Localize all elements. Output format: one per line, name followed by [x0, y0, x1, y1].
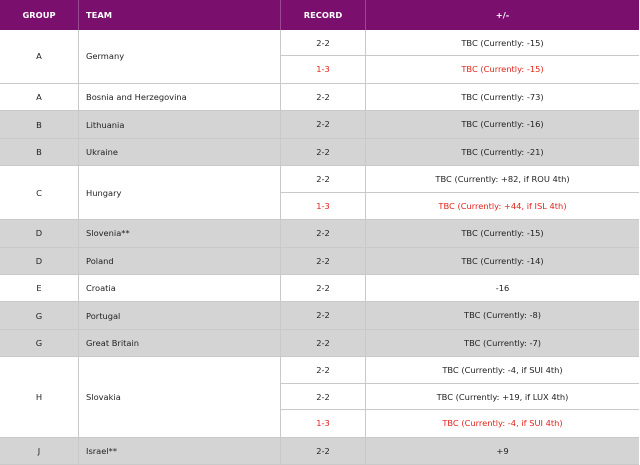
table-row: G Great Britain 2-2 TBC (Currently: -7)	[0, 329, 639, 358]
group-cell: B	[0, 111, 79, 138]
record-cell: 2-2	[281, 384, 365, 411]
record-cell: 2-2	[316, 146, 330, 157]
record-column: 2-2	[281, 220, 366, 247]
group-cell: D	[0, 220, 79, 247]
group-cell: A	[0, 83, 79, 111]
record-column: 2-2	[281, 83, 366, 111]
diff-cell: TBC (Currently: -21)	[461, 146, 544, 157]
diff-cell: TBC (Currently: +44, if ISL 4th)	[438, 200, 567, 211]
header-team: TEAM	[79, 0, 281, 30]
team-cell: Germany	[79, 30, 281, 83]
diff-column: TBC (Currently: -7)	[366, 330, 639, 356]
diff-column: TBC (Currently: +82, if ROU 4th) TBC (Cur…	[366, 166, 639, 219]
table-body: A Germany 2-2 1-3 TBC (Currently: -15) TBC (C…	[0, 30, 639, 465]
team-cell: Slovakia	[79, 357, 281, 437]
diff-column: +9	[366, 438, 639, 464]
record-cell: 2-2	[281, 166, 365, 193]
record-cell: 2-2	[316, 445, 330, 456]
team-cell: Croatia	[79, 274, 281, 302]
team-cell: Bosnia and Herzegovina	[79, 83, 281, 111]
group-cell: H	[0, 357, 79, 437]
diff-column: TBC (Currently: -15)	[366, 220, 639, 246]
team-cell: Hungary	[79, 166, 281, 220]
record-cell: 1-3	[316, 418, 330, 429]
record-column: 2-2	[281, 329, 366, 357]
header-group: GROUP	[0, 0, 79, 30]
group-cell: A	[0, 30, 79, 83]
record-cell: 2-2	[316, 255, 330, 266]
diff-cell: TBC (Currently: -15)	[366, 30, 639, 57]
table-row: H Slovakia 2-2 2-2 1-3 TBC (Currently: -4, if…	[0, 357, 639, 438]
team-cell: Lithuania	[79, 111, 281, 138]
record-cell: 2-2	[316, 119, 330, 130]
diff-column: TBC (Currently: -14)	[366, 248, 639, 274]
diff-cell: TBC (Currently: -4, if SUI 4th)	[366, 357, 639, 384]
table-row: C Hungary 2-2 1-3 TBC (Currently: +82, if RO…	[0, 166, 639, 221]
header-diff: +/-	[495, 10, 510, 20]
table-row: J Israel** 2-2 +9	[0, 437, 639, 465]
diff-cell: TBC (Currently: -14)	[461, 255, 544, 266]
diff-cell: TBC (Currently: -15)	[461, 64, 544, 75]
group-cell: G	[0, 302, 79, 329]
record-cell: 2-2	[281, 357, 365, 384]
diff-cell: +9	[496, 445, 509, 456]
record-column: 2-2	[281, 437, 366, 464]
diff-column: TBC (Currently: -15) TBC (Currently: -15)	[366, 30, 639, 83]
group-cell: B	[0, 138, 79, 166]
diff-cell: TBC (Currently: +19, if LUX 4th)	[366, 384, 639, 411]
table-row: D Poland 2-2 TBC (Currently: -14)	[0, 247, 639, 275]
group-cell: E	[0, 274, 79, 302]
header-record: RECORD	[281, 0, 366, 30]
diff-cell: TBC (Currently: -7)	[464, 337, 541, 348]
diff-cell: TBC (Currently: -73)	[461, 91, 544, 102]
team-cell: Portugal	[79, 302, 281, 329]
record-cell: 2-2	[316, 310, 330, 321]
table-row: G Portugal 2-2 TBC (Currently: -8)	[0, 302, 639, 330]
team-cell: Great Britain	[79, 329, 281, 357]
group-cell: C	[0, 166, 79, 220]
diff-column: TBC (Currently: -73)	[366, 84, 639, 110]
record-cell: 2-2	[316, 91, 330, 102]
record-cell: 2-2	[281, 30, 365, 57]
diff-column: TBC (Currently: -16)	[366, 111, 639, 137]
record-column: 2-2	[281, 111, 366, 138]
record-column: 2-2 1-3	[281, 166, 366, 220]
diff-cell: TBC (Currently: -8)	[464, 310, 541, 321]
record-cell: 2-2	[316, 282, 330, 293]
record-column: 2-2	[281, 274, 366, 302]
team-cell: Poland	[79, 247, 281, 274]
record-column: 2-2 2-2 1-3	[281, 357, 366, 437]
diff-cell: TBC (Currently: -4, if SUI 4th)	[442, 418, 563, 429]
diff-cell: -16	[495, 282, 510, 293]
table-row: D Slovenia** 2-2 TBC (Currently: -15)	[0, 220, 639, 248]
table-row: A Bosnia and Herzegovina 2-2 TBC (Currently…	[0, 83, 639, 112]
record-cell: 1-3	[316, 200, 330, 211]
table-row: B Lithuania 2-2 TBC (Currently: -16)	[0, 111, 639, 139]
record-column: 2-2	[281, 302, 366, 329]
record-column: 2-2	[281, 138, 366, 166]
diff-column: TBC (Currently: -4, if SUI 4th) TBC (Curr…	[366, 357, 639, 436]
record-column: 2-2 1-3	[281, 30, 366, 83]
table-header: GROUP TEAM RECORD +/-	[0, 0, 639, 30]
team-cell: Ukraine	[79, 138, 281, 166]
group-cell: D	[0, 247, 79, 274]
record-cell: 2-2	[316, 228, 330, 239]
diff-cell: TBC (Currently: +82, if ROU 4th)	[366, 166, 639, 193]
team-cell: Israel**	[79, 437, 281, 464]
table-row: A Germany 2-2 1-3 TBC (Currently: -15) TBC (C…	[0, 30, 639, 84]
record-cell: 1-3	[316, 64, 330, 75]
diff-cell: TBC (Currently: -15)	[461, 228, 544, 239]
diff-column: TBC (Currently: -21)	[366, 139, 639, 165]
record-cell: 2-2	[316, 337, 330, 348]
team-cell: Slovenia**	[79, 220, 281, 247]
group-cell: J	[0, 437, 79, 464]
diff-column: -16	[366, 275, 639, 301]
table-row: B Ukraine 2-2 TBC (Currently: -21)	[0, 138, 639, 167]
record-column: 2-2	[281, 247, 366, 274]
group-cell: G	[0, 329, 79, 357]
diff-column: TBC (Currently: -8)	[366, 302, 639, 328]
diff-cell: TBC (Currently: -16)	[461, 119, 544, 130]
table-row: E Croatia 2-2 -16	[0, 274, 639, 303]
